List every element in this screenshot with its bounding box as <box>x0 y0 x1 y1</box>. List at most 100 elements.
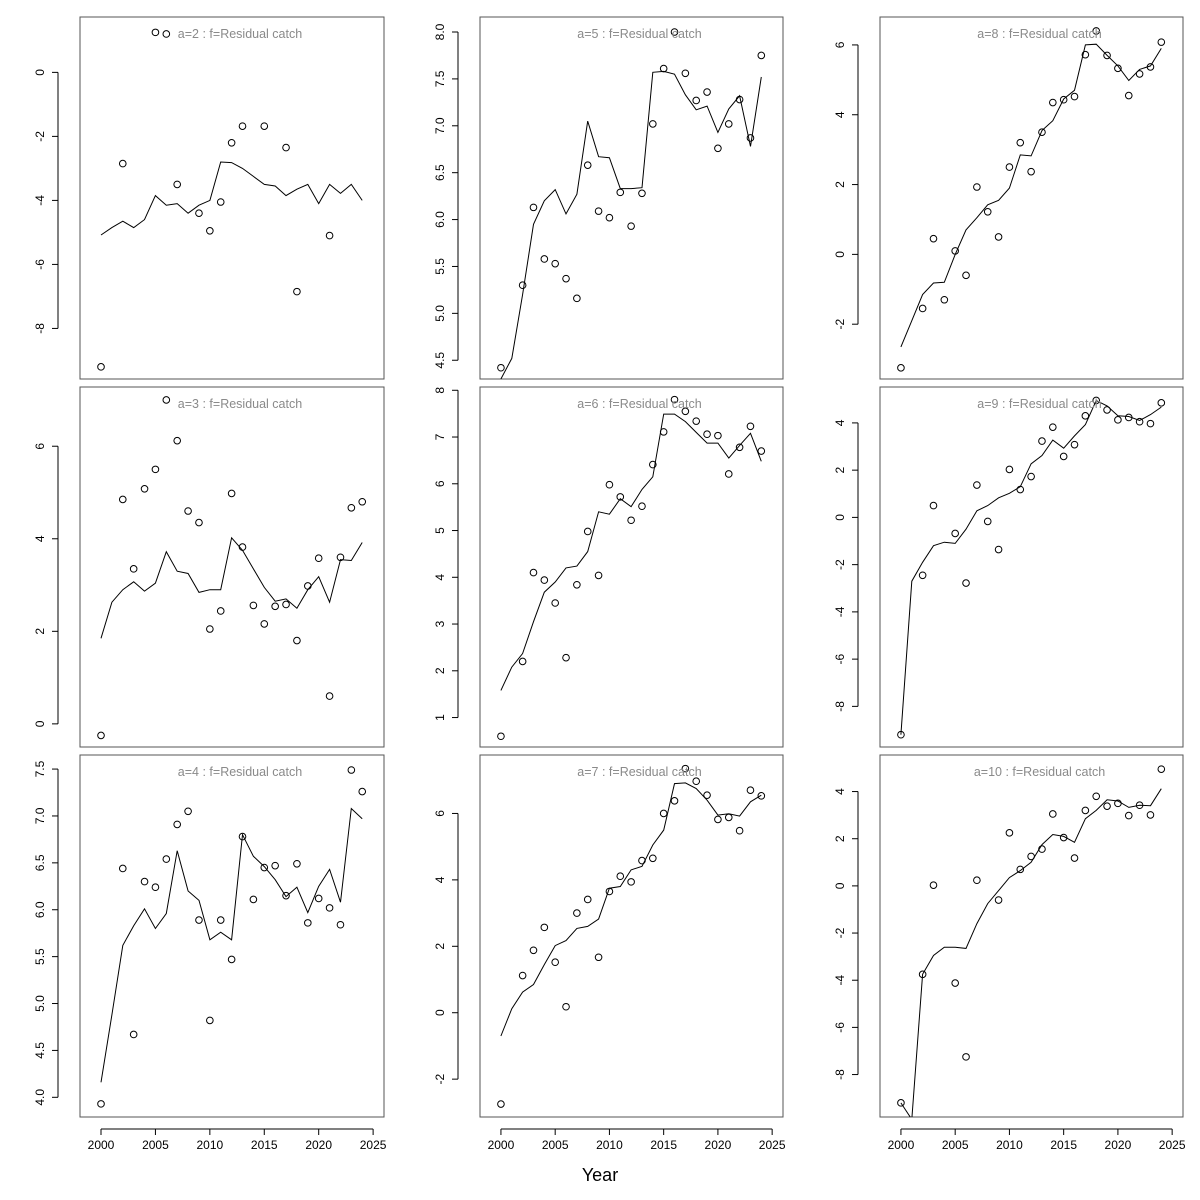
observed-point <box>216 198 225 206</box>
observed-point <box>994 233 1003 241</box>
x-tick-label: 2020 <box>705 1138 732 1152</box>
plot-frame <box>879 16 1184 380</box>
panel-title: a=2 : f=Residual catch <box>178 27 302 41</box>
observed-point <box>659 64 668 73</box>
fitted-line <box>500 782 762 1037</box>
observed-point <box>562 1002 570 1011</box>
observed-point <box>162 855 171 863</box>
observed-point <box>195 518 203 527</box>
fitted-line <box>500 70 762 379</box>
observed-point <box>746 134 755 142</box>
observed-point <box>162 396 171 404</box>
y-tick-label: 0 <box>33 69 47 76</box>
observed-point <box>1146 63 1155 71</box>
observed-point <box>703 430 711 439</box>
y-tick-label: 2 <box>833 181 847 188</box>
observed-point <box>1081 50 1090 59</box>
observed-point <box>260 620 269 628</box>
observed-point <box>562 274 570 283</box>
observed-point <box>1092 27 1101 35</box>
observed-point <box>293 859 301 868</box>
fitted-line <box>900 399 1162 735</box>
observed-point <box>594 571 603 580</box>
observed-point <box>962 271 970 280</box>
y-tick-label: 7.0 <box>33 807 47 824</box>
observed-point <box>206 625 214 633</box>
observed-point <box>746 422 755 431</box>
observed-point <box>897 364 905 372</box>
observed-point <box>227 138 236 147</box>
observed-point <box>540 923 549 932</box>
observed-point <box>681 69 690 78</box>
observed-point <box>1114 799 1122 808</box>
x-tick-label: 2000 <box>888 1138 915 1152</box>
observed-point <box>1070 92 1079 101</box>
observed-point <box>1114 64 1122 73</box>
observed-point <box>724 813 733 822</box>
observed-point <box>238 543 247 551</box>
observed-point <box>692 96 701 105</box>
observed-point <box>1081 806 1090 815</box>
y-tick-label: 5.0 <box>433 305 447 322</box>
observed-point <box>735 443 744 452</box>
observed-point <box>638 189 646 198</box>
y-tick-label: 4 <box>33 535 47 542</box>
observed-point <box>173 436 181 445</box>
observed-point <box>173 180 181 189</box>
observed-point <box>271 861 279 870</box>
observed-point <box>918 571 927 580</box>
y-tick-label: 2 <box>833 466 847 473</box>
y-tick-label: 5.5 <box>433 258 447 275</box>
observed-point <box>304 919 312 927</box>
observed-point <box>282 600 290 609</box>
plot-frame <box>879 754 1184 1118</box>
y-tick-label: 2 <box>433 667 447 674</box>
fitted-line <box>100 161 363 236</box>
observed-point <box>1038 437 1046 445</box>
observed-point <box>973 183 981 191</box>
observed-point <box>649 460 657 469</box>
y-tick-label: -4 <box>833 975 847 986</box>
observed-point <box>670 28 679 36</box>
x-tick-label: 2000 <box>88 1138 115 1152</box>
y-tick-label: 6.5 <box>433 164 447 181</box>
observed-point <box>129 565 138 573</box>
y-tick-label: 0 <box>433 1009 447 1016</box>
observed-point <box>551 599 559 607</box>
observed-point <box>518 281 527 290</box>
observed-point <box>994 545 1003 554</box>
observed-point <box>1103 406 1111 414</box>
plot-frame <box>79 386 385 748</box>
y-tick-label: -8 <box>833 1069 847 1080</box>
x-tick-label: 2025 <box>759 1138 786 1152</box>
observed-point <box>994 896 1003 904</box>
observed-point <box>757 447 766 455</box>
observed-point <box>616 188 625 197</box>
observed-point <box>670 797 679 805</box>
observed-point <box>573 580 581 589</box>
fitted-line <box>100 807 363 1083</box>
y-tick-label: 4 <box>433 876 447 883</box>
observed-point <box>1124 91 1133 100</box>
observed-point <box>1081 412 1090 420</box>
panel-a=3: 0 2 4 6 a=3 : f=Residual catch <box>33 386 385 748</box>
y-tick-label: 7.5 <box>433 70 447 87</box>
observed-point <box>1157 38 1166 46</box>
observed-point <box>293 287 301 296</box>
y-tick-label: 5 <box>433 527 447 534</box>
observed-point <box>151 465 160 474</box>
plot-frame <box>879 386 1184 748</box>
observed-point <box>703 88 711 96</box>
observed-point <box>1005 163 1014 171</box>
y-tick-label: 7 <box>433 433 447 440</box>
observed-point <box>304 582 312 590</box>
observed-point <box>336 553 345 562</box>
observed-point <box>325 692 334 700</box>
x-tick-label: 2010 <box>996 1138 1023 1152</box>
observed-point <box>1146 811 1155 819</box>
observed-point <box>735 95 744 104</box>
y-tick-label: 6 <box>433 810 447 817</box>
panel-title: a=9 : f=Residual catch <box>977 397 1101 411</box>
observed-point <box>206 227 214 235</box>
